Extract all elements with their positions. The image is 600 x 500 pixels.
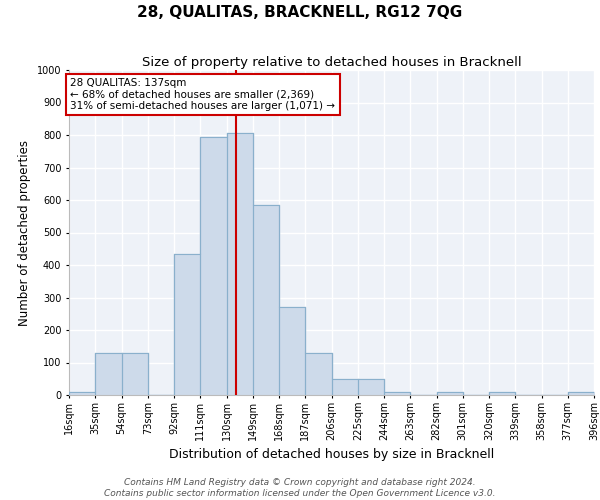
Y-axis label: Number of detached properties: Number of detached properties bbox=[19, 140, 31, 326]
Text: Contains HM Land Registry data © Crown copyright and database right 2024.
Contai: Contains HM Land Registry data © Crown c… bbox=[104, 478, 496, 498]
X-axis label: Distribution of detached houses by size in Bracknell: Distribution of detached houses by size … bbox=[169, 448, 494, 462]
Text: 28 QUALITAS: 137sqm
← 68% of detached houses are smaller (2,369)
31% of semi-det: 28 QUALITAS: 137sqm ← 68% of detached ho… bbox=[70, 78, 335, 112]
Title: Size of property relative to detached houses in Bracknell: Size of property relative to detached ho… bbox=[142, 56, 521, 69]
Text: 28, QUALITAS, BRACKNELL, RG12 7QG: 28, QUALITAS, BRACKNELL, RG12 7QG bbox=[137, 5, 463, 20]
